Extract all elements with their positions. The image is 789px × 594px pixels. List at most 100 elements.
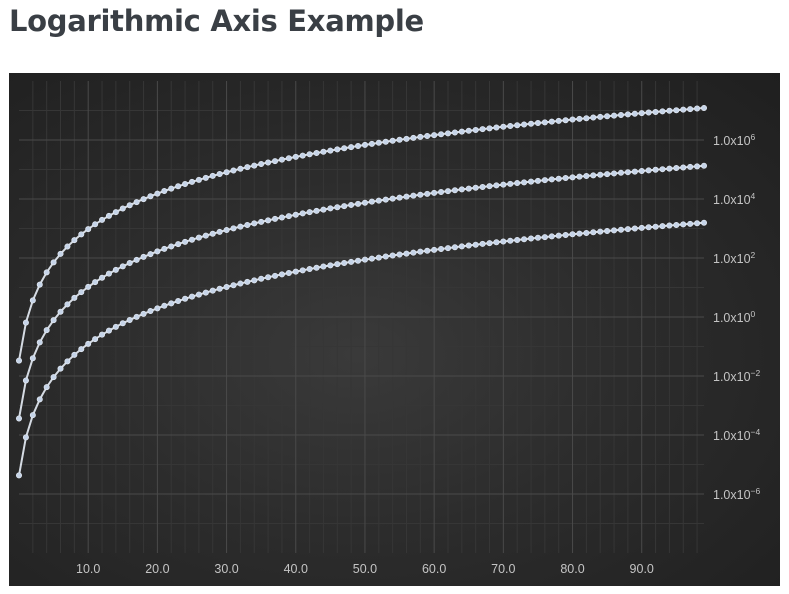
data-point bbox=[209, 230, 216, 237]
data-point bbox=[555, 232, 562, 239]
data-point bbox=[521, 236, 528, 243]
data-point bbox=[514, 237, 521, 244]
data-point bbox=[576, 173, 583, 180]
data-point bbox=[168, 243, 175, 250]
data-point bbox=[161, 245, 168, 252]
data-point bbox=[258, 161, 265, 168]
data-point bbox=[417, 191, 424, 198]
data-point bbox=[458, 186, 465, 193]
data-point bbox=[451, 244, 458, 251]
data-point bbox=[258, 218, 265, 225]
data-point bbox=[313, 207, 320, 214]
data-point bbox=[507, 237, 514, 244]
data-point bbox=[50, 259, 57, 266]
data-point bbox=[604, 228, 611, 235]
data-point bbox=[161, 188, 168, 195]
chart-panel[interactable]: 1.0x106 1.0x104 1.0x102 1.0x100 1.0x10−2 1.0x… bbox=[9, 73, 780, 586]
data-point bbox=[64, 301, 71, 308]
data-point bbox=[237, 165, 244, 172]
data-point bbox=[202, 174, 209, 181]
y-tick-exponent: 4 bbox=[751, 191, 756, 201]
data-point bbox=[278, 156, 285, 163]
data-point bbox=[175, 298, 182, 305]
data-point bbox=[188, 236, 195, 243]
data-point bbox=[389, 137, 396, 144]
data-point bbox=[195, 291, 202, 298]
x-tick-label: 70.0 bbox=[491, 562, 515, 576]
data-point bbox=[652, 108, 659, 115]
data-point bbox=[147, 251, 154, 258]
x-tick-label: 80.0 bbox=[560, 562, 584, 576]
data-point bbox=[555, 117, 562, 124]
data-point bbox=[182, 295, 189, 302]
data-point bbox=[617, 226, 624, 233]
data-point bbox=[216, 228, 223, 235]
data-point bbox=[638, 167, 645, 174]
data-point bbox=[472, 184, 479, 191]
data-point bbox=[410, 134, 417, 141]
data-point bbox=[50, 374, 57, 381]
data-point bbox=[424, 132, 431, 139]
data-point bbox=[673, 107, 680, 114]
data-point bbox=[85, 340, 92, 347]
data-point bbox=[444, 130, 451, 137]
data-point bbox=[424, 247, 431, 254]
data-point bbox=[659, 223, 666, 230]
data-point bbox=[583, 229, 590, 236]
data-point bbox=[548, 233, 555, 240]
data-point bbox=[507, 122, 514, 129]
data-point bbox=[438, 245, 445, 252]
data-point bbox=[285, 270, 292, 277]
data-point bbox=[92, 221, 99, 228]
data-point bbox=[493, 124, 500, 131]
data-point bbox=[99, 216, 106, 223]
chart-svg[interactable]: 1.0x1061.0x1041.0x1021.0x1001.0x10−21.0x… bbox=[9, 73, 780, 586]
data-point bbox=[202, 289, 209, 296]
data-point bbox=[396, 136, 403, 143]
data-point bbox=[341, 260, 348, 267]
series-layer bbox=[16, 104, 707, 479]
data-point bbox=[306, 151, 313, 158]
data-point bbox=[486, 240, 493, 247]
data-point bbox=[285, 155, 292, 162]
data-point bbox=[320, 206, 327, 213]
data-point bbox=[534, 234, 541, 241]
data-point bbox=[140, 196, 147, 203]
data-point bbox=[188, 293, 195, 300]
data-point bbox=[306, 266, 313, 273]
data-point bbox=[403, 193, 410, 200]
data-point bbox=[458, 128, 465, 135]
data-point bbox=[182, 238, 189, 245]
data-point bbox=[223, 169, 230, 176]
data-point bbox=[590, 172, 597, 179]
data-point bbox=[22, 319, 29, 326]
data-point bbox=[410, 249, 417, 256]
data-point bbox=[161, 302, 168, 309]
data-point bbox=[272, 272, 279, 279]
data-point bbox=[154, 248, 161, 255]
data-point bbox=[105, 270, 112, 277]
data-point bbox=[29, 355, 36, 362]
x-tick-label: 90.0 bbox=[630, 562, 654, 576]
x-tick-label: 60.0 bbox=[422, 562, 446, 576]
data-point bbox=[604, 171, 611, 178]
data-point bbox=[43, 384, 50, 391]
y-tick-exponent: 2 bbox=[751, 250, 756, 260]
data-point bbox=[410, 192, 417, 199]
data-point bbox=[361, 141, 368, 148]
data-point bbox=[230, 282, 237, 289]
data-point bbox=[541, 119, 548, 126]
data-point bbox=[638, 224, 645, 231]
data-point bbox=[486, 183, 493, 190]
data-point bbox=[265, 159, 272, 166]
data-point bbox=[361, 199, 368, 206]
data-point bbox=[700, 104, 707, 111]
data-point bbox=[272, 215, 279, 222]
data-point bbox=[576, 230, 583, 237]
data-point bbox=[666, 107, 673, 114]
data-point bbox=[43, 327, 50, 334]
data-point bbox=[168, 185, 175, 192]
data-point bbox=[458, 243, 465, 250]
data-point bbox=[22, 377, 29, 384]
data-point bbox=[548, 118, 555, 125]
